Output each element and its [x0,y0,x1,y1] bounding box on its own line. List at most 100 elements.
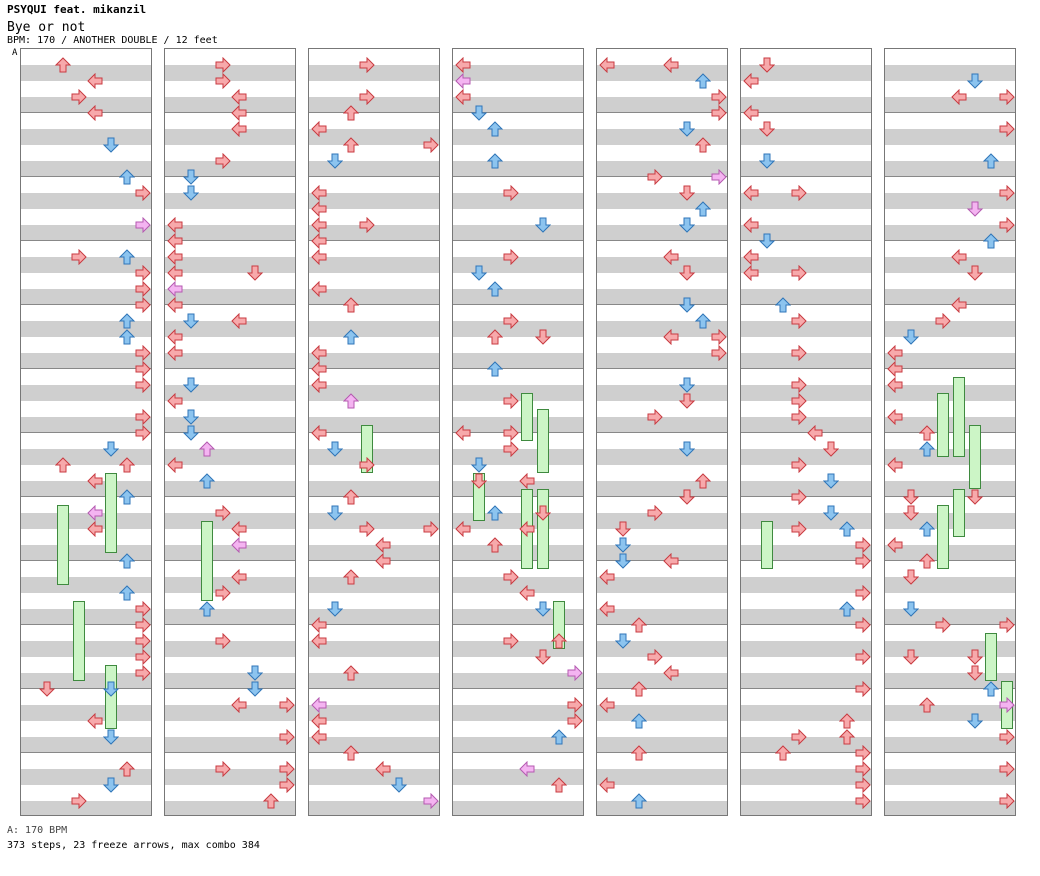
arrow-left-icon [743,185,759,201]
arrow-down-icon [327,601,343,617]
arrow-left-icon [87,105,103,121]
arrow-down-icon [327,505,343,521]
arrow-right-icon [503,185,519,201]
measure-line [597,752,727,753]
arrow-left-icon [887,409,903,425]
arrow-down-icon [471,457,487,473]
arrow-right-icon [135,265,151,281]
measure-line [309,240,439,241]
arrow-left-icon [167,457,183,473]
arrow-right-icon [279,761,295,777]
arrow-right-icon [135,217,151,233]
measure-line [453,176,583,177]
measure-line [165,560,295,561]
measure-line [885,688,1015,689]
arrow-right-icon [359,57,375,73]
arrow-right-icon [71,89,87,105]
freeze-arrow [761,521,773,569]
arrow-right-icon [855,793,871,809]
arrow-left-icon [311,281,327,297]
arrow-down-icon [903,649,919,665]
arrow-right-icon [215,585,231,601]
measure-line [597,304,727,305]
measure-line [309,112,439,113]
arrow-right-icon [999,89,1015,105]
arrow-down-icon [103,729,119,745]
arrow-right-icon [647,169,663,185]
arrow-right-icon [503,313,519,329]
arrow-down-icon [679,121,695,137]
arrow-right-icon [135,345,151,361]
arrow-right-icon [215,761,231,777]
arrow-right-icon [135,377,151,393]
arrow-up-icon [919,553,935,569]
arrow-down-icon [103,441,119,457]
arrow-down-icon [183,313,199,329]
arrow-right-icon [359,217,375,233]
arrow-up-icon [919,697,935,713]
arrow-up-icon [775,297,791,313]
arrow-down-icon [103,777,119,793]
measure-line [597,560,727,561]
arrow-down-icon [759,121,775,137]
measure-line [741,304,871,305]
arrow-left-icon [599,57,615,73]
measure-line [597,240,727,241]
arrow-up-icon [119,489,135,505]
chart-column-6 [740,48,872,816]
freeze-arrow [105,473,117,553]
arrow-right-icon [855,585,871,601]
arrow-right-icon [647,649,663,665]
arrow-right-icon [647,409,663,425]
freeze-arrow [937,505,949,569]
arrow-up-icon [631,713,647,729]
arrow-right-icon [135,361,151,377]
arrow-left-icon [231,569,247,585]
arrow-right-icon [135,409,151,425]
arrow-right-icon [279,777,295,793]
arrow-down-icon [823,473,839,489]
arrow-left-icon [951,249,967,265]
measure-line [741,560,871,561]
arrow-left-icon [167,233,183,249]
arrow-left-icon [743,265,759,281]
arrow-up-icon [343,569,359,585]
arrow-left-icon [807,425,823,441]
arrow-up-icon [119,249,135,265]
arrow-left-icon [743,73,759,89]
arrow-right-icon [71,249,87,265]
arrow-left-icon [87,73,103,89]
arrow-left-icon [519,521,535,537]
arrow-down-icon [967,665,983,681]
arrow-right-icon [567,713,583,729]
arrow-left-icon [87,505,103,521]
measure-line [885,560,1015,561]
arrow-left-icon [167,329,183,345]
footer-bpm: A: 170 BPM [7,825,68,836]
arrow-left-icon [887,377,903,393]
arrow-right-icon [567,697,583,713]
measure-line [741,112,871,113]
arrow-up-icon [919,425,935,441]
arrow-up-icon [775,745,791,761]
arrow-right-icon [999,121,1015,137]
arrow-down-icon [615,521,631,537]
arrow-up-icon [695,137,711,153]
measure-line [741,752,871,753]
arrow-left-icon [231,105,247,121]
arrow-left-icon [311,345,327,361]
measure-line [885,368,1015,369]
arrow-down-icon [679,441,695,457]
arrow-left-icon [455,73,471,89]
arrow-down-icon [471,105,487,121]
arrow-right-icon [855,553,871,569]
arrow-right-icon [791,265,807,281]
arrow-down-icon [967,265,983,281]
arrow-up-icon [343,297,359,313]
arrow-right-icon [423,521,439,537]
arrow-right-icon [135,185,151,201]
arrow-down-icon [471,473,487,489]
arrow-up-icon [119,313,135,329]
measure-line [165,368,295,369]
arrow-down-icon [759,233,775,249]
